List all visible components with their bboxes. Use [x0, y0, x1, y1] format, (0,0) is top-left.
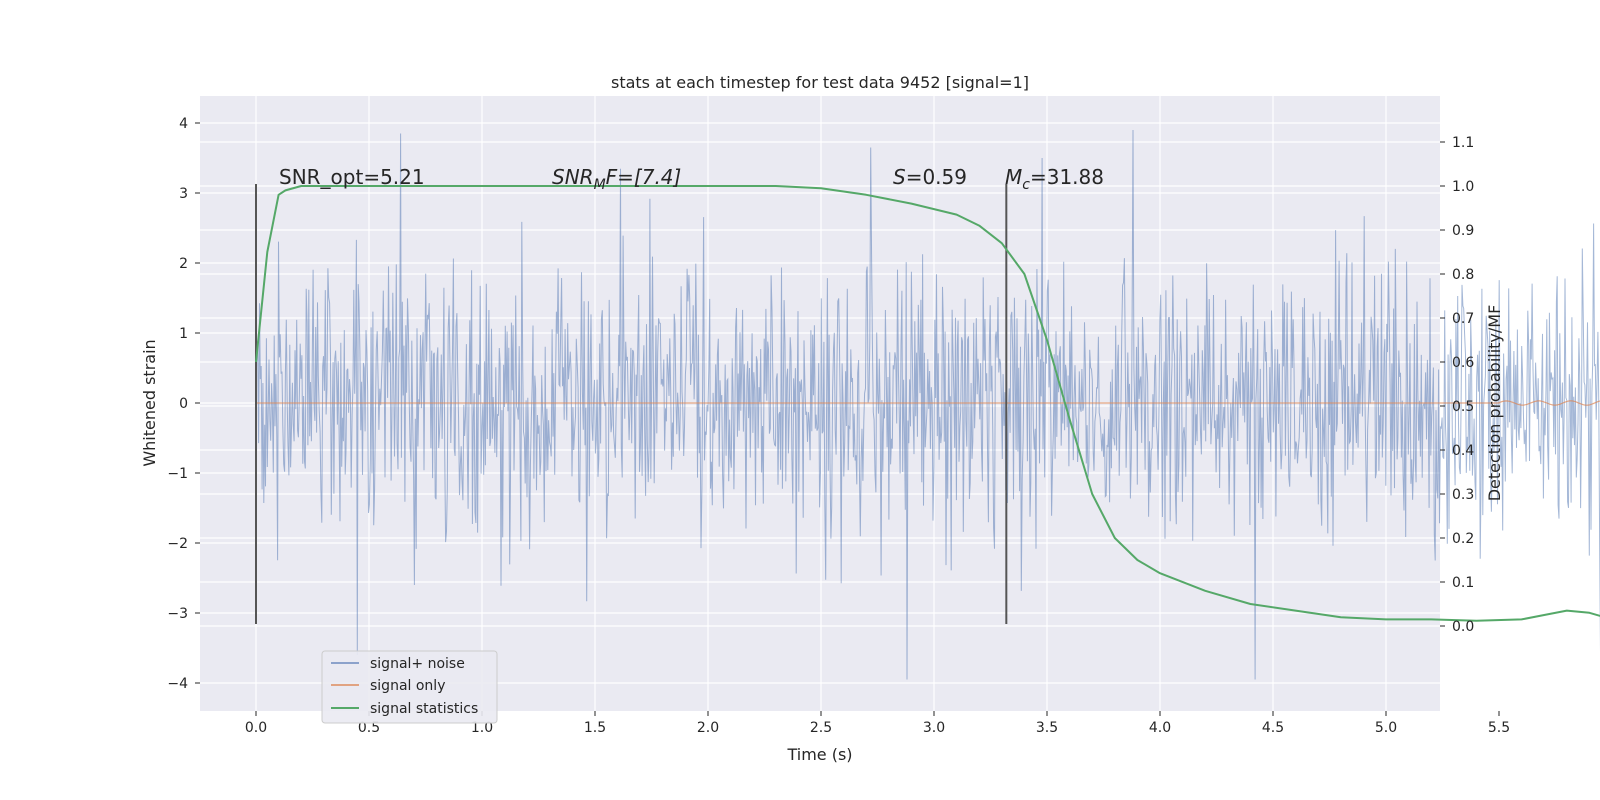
x-tick-label: 2.5: [810, 720, 832, 736]
x-tick-label: 4.5: [1262, 720, 1284, 736]
x-tick-label: 5.5: [1488, 720, 1510, 736]
signal-statistics-series: [255, 185, 1600, 622]
x-tick-label: 1.0: [471, 720, 493, 736]
legend-label-signal-statistics: signal statistics: [370, 701, 478, 717]
x-tick-label: 1.5: [584, 720, 606, 736]
y2-tick-label: 1.0: [1452, 179, 1474, 195]
y-tick-label: 1: [179, 326, 188, 342]
y2-tick-label: 0.3: [1452, 487, 1474, 503]
chart-title: stats at each timestep for test data 945…: [611, 73, 1029, 92]
annotation-snr-mf: SNRMF=[7.4]: [552, 165, 681, 193]
x-tick-label: 4.0: [1149, 720, 1171, 736]
x-tick-label: 3.0: [923, 720, 945, 736]
y2-tick-label: 0.1: [1452, 575, 1474, 591]
annotation-snr-opt: SNR_opt=5.21: [279, 165, 425, 189]
x-tick-label: 2.0: [697, 720, 719, 736]
legend-box: [321, 650, 498, 724]
vertical-markers: [255, 184, 1008, 624]
y2-tick-label: 0.8: [1452, 267, 1474, 283]
x-tick-label: 0.0: [245, 720, 267, 736]
y2-axis-label: Detection probability/MF: [1485, 305, 1504, 502]
y2-tick-label: 0.2: [1452, 531, 1474, 547]
signal-noise-line: [255, 129, 1600, 680]
x-tick-label: 3.5: [1036, 720, 1058, 736]
y2-tick-label: 0.4: [1452, 443, 1474, 459]
x-tick-label: 5.0: [1375, 720, 1397, 736]
signal-noise-series: [255, 129, 1600, 680]
annotation-s: S=0.59: [893, 165, 967, 189]
legend-label-signal-only: signal only: [370, 678, 445, 694]
y-tick-label: 3: [179, 186, 188, 202]
legend-label-signal-noise: signal+ noise: [370, 656, 465, 672]
y-tick-label: −2: [167, 536, 188, 552]
signal-statistics-line: [255, 185, 1600, 622]
y-tick-label: 4: [179, 116, 188, 132]
y-tick-label: −1: [167, 466, 188, 482]
y2-tick-label: 0.9: [1452, 223, 1474, 239]
y2-axis-ticks: 1.1 1.0 0.9 0.8 0.7 0.6 0.5 0.4 0.3 0.2 0.1 0.0: [1440, 135, 1474, 635]
y-tick-label: −3: [167, 606, 188, 622]
x-tick-label: 0.5: [358, 720, 380, 736]
y-tick-label: 2: [179, 256, 188, 272]
y-tick-label: 0: [179, 396, 188, 412]
legend: signal+ noise signal only signal statist…: [321, 650, 498, 724]
x-axis-ticks: 0.00.51.01.52.02.53.03.54.04.55.05.56.06…: [245, 711, 1510, 736]
y2-tick-label: 0.7: [1452, 311, 1474, 327]
y2-tick-label: 1.1: [1452, 135, 1474, 151]
x-axis-label: Time (s): [786, 745, 852, 764]
annotation-mc: Mc=31.88: [1005, 165, 1104, 193]
y2-tick-label: 0.6: [1452, 355, 1474, 371]
y2-tick-label: 0.0: [1452, 619, 1474, 635]
y-tick-label: −4: [167, 676, 188, 692]
y-axis-ticks: 4 3 2 1 0 −1 −2 −3 −4: [167, 116, 200, 692]
y2-tick-label: 0.5: [1452, 399, 1474, 415]
y-axis-label: Whitened strain: [140, 339, 159, 466]
